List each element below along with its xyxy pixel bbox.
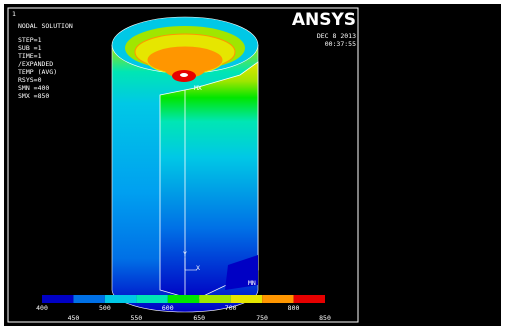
legend-swatch bbox=[105, 295, 136, 303]
legend-swatch bbox=[73, 295, 104, 303]
info-line: /EXPANDED bbox=[18, 60, 53, 68]
legend-swatch bbox=[199, 295, 230, 303]
legend-label: 700 bbox=[225, 304, 237, 312]
model bbox=[112, 17, 258, 312]
ansys-logo: ANSYS bbox=[292, 10, 356, 30]
legend-label: 650 bbox=[193, 314, 205, 322]
info-line: SMX =850 bbox=[18, 92, 49, 100]
min-marker: MN bbox=[248, 279, 256, 287]
legend-swatch bbox=[294, 295, 325, 303]
info-line: STEP=1 bbox=[18, 36, 42, 44]
hole bbox=[180, 73, 188, 77]
axis-y-label: Y bbox=[183, 250, 187, 258]
legend-label: 800 bbox=[288, 304, 300, 312]
window-number: 1 bbox=[12, 10, 16, 18]
legend-swatch bbox=[231, 295, 262, 303]
date: DEC 8 2013 bbox=[317, 32, 356, 40]
legend-label: 450 bbox=[68, 314, 80, 322]
legend-label: 550 bbox=[130, 314, 142, 322]
legend-label: 400 bbox=[36, 304, 48, 312]
max-marker: MX bbox=[194, 84, 202, 92]
info-line: RSYS=0 bbox=[18, 76, 42, 84]
legend-swatch bbox=[136, 295, 167, 303]
ansys-window: 1 NODAL SOLUTION STEP=1SUB =1TIME=1/EXPAN… bbox=[0, 0, 508, 331]
legend-swatch bbox=[42, 295, 73, 303]
info-line: SUB =1 bbox=[18, 44, 42, 52]
legend-label: 600 bbox=[162, 304, 174, 312]
info-line: TIME=1 bbox=[18, 52, 42, 60]
legend-label: 500 bbox=[99, 304, 111, 312]
info-line: SMN =400 bbox=[18, 84, 49, 92]
time: 00:37:55 bbox=[325, 40, 356, 48]
legend-label: 750 bbox=[256, 314, 268, 322]
info-line: TEMP (AVG) bbox=[18, 68, 57, 76]
legend-label: 850 bbox=[319, 314, 331, 322]
legend-swatch bbox=[262, 295, 293, 303]
legend-swatch bbox=[168, 295, 199, 303]
axis-x-label: X bbox=[196, 264, 200, 272]
info-line: NODAL SOLUTION bbox=[18, 22, 73, 30]
